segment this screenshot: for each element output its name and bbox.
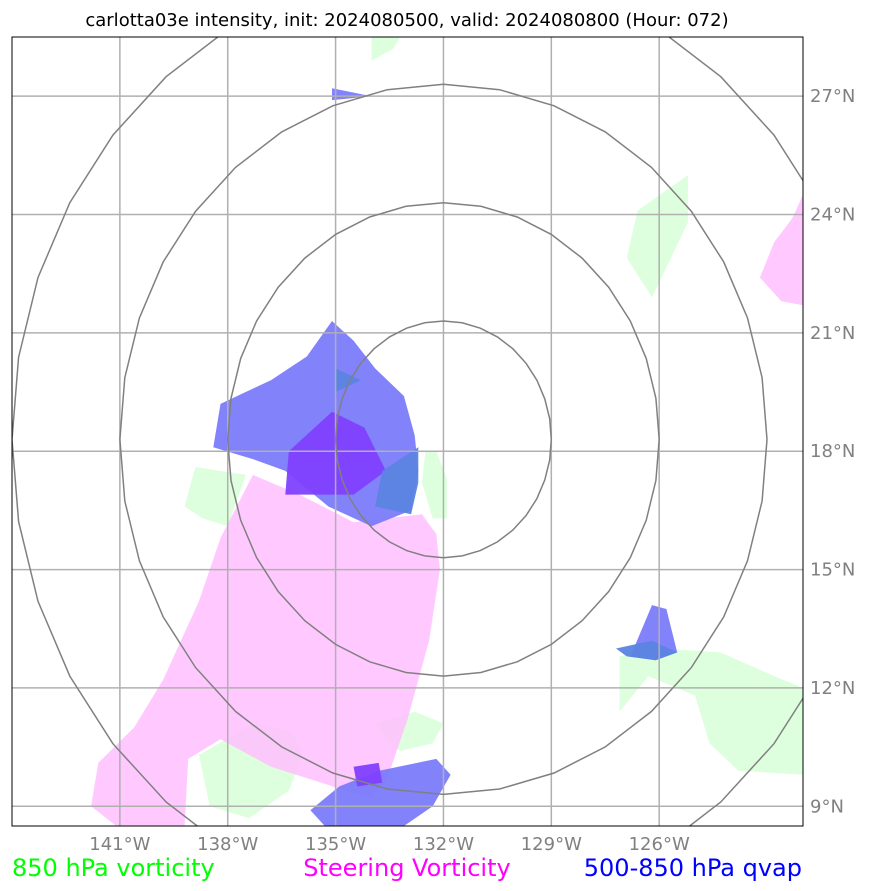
range-ring: [226, 201, 660, 677]
x-tick-labels: 141°W 138°W 135°W 132°W 129°W 126°W: [89, 834, 690, 855]
overlap-blue-region: [335, 368, 361, 392]
overlap-blue-region: [616, 640, 678, 661]
steering-vorticity-region: [759, 194, 803, 306]
vorticity-850-region: [371, 37, 401, 61]
x-tick-label: 132°W: [413, 834, 474, 855]
overlap-blue-region: [375, 447, 419, 515]
legend-steering-vorticity: Steering Vorticity: [303, 854, 510, 882]
range-ring: [334, 320, 553, 559]
steering-vorticity-fills: [91, 194, 803, 826]
y-tick-label: 24°N: [810, 205, 855, 226]
y-tick-label: 18°N: [810, 441, 855, 462]
y-tick-label: 12°N: [810, 678, 855, 699]
x-tick-label: 135°W: [305, 834, 366, 855]
qvap-region: [332, 88, 372, 101]
vorticity-850-region: [619, 648, 803, 775]
steering-vorticity-region: [91, 474, 440, 826]
plot-frame: [11, 36, 804, 827]
y-tick-labels: 9°N 12°N 15°N 18°N 21°N 24°N 27°N: [810, 86, 855, 817]
x-tick-label: 141°W: [89, 834, 150, 855]
qvap-region: [310, 758, 451, 826]
vorticity-850-region: [421, 451, 447, 519]
legend-850-vorticity: 850 hPa vorticity: [12, 854, 215, 882]
chart-title: carlotta03e intensity, init: 2024080500,…: [85, 10, 728, 31]
y-tick-label: 21°N: [810, 323, 855, 344]
range-rings: [12, 37, 803, 826]
vorticity-850-fills: [184, 37, 803, 819]
vorticity-850-region: [184, 467, 246, 527]
legend-qvap: 500-850 hPa qvap: [584, 854, 802, 882]
x-tick-label: 129°W: [521, 834, 582, 855]
y-tick-label: 9°N: [810, 796, 844, 817]
y-tick-label: 27°N: [810, 86, 855, 107]
y-tick-label: 15°N: [810, 560, 855, 581]
x-tick-label: 138°W: [197, 834, 258, 855]
overlap-blue-fills: [335, 368, 678, 661]
x-tick-label: 126°W: [629, 834, 690, 855]
range-ring: [119, 83, 768, 796]
vorticity-850-region: [626, 175, 688, 298]
